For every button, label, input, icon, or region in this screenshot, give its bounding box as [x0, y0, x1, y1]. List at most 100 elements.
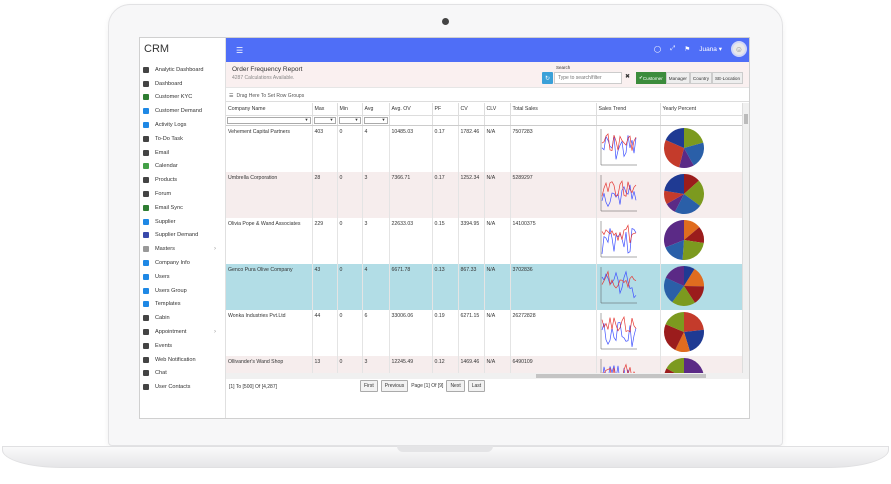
sidebar-item-products[interactable]: Products: [140, 173, 226, 187]
pie-slice: [683, 142, 704, 165]
column-filter-cell: [660, 115, 745, 126]
filter-manager-button[interactable]: Manager: [665, 72, 690, 84]
cell-yearly-percent: [660, 125, 745, 172]
cell-pf: 0.13: [432, 263, 459, 310]
sidebar-item-company-info[interactable]: Company Info: [140, 256, 226, 270]
sidebar-item-email-sync[interactable]: Email Sync: [140, 201, 226, 215]
column-header[interactable]: CLV: [484, 103, 511, 116]
sidebar-item-forum[interactable]: Forum: [140, 187, 226, 201]
last-page-button[interactable]: Last: [467, 380, 486, 392]
avatar[interactable]: ☺: [731, 41, 747, 57]
brand-logo[interactable]: CRM: [144, 43, 170, 55]
filter-country-button[interactable]: Country: [689, 72, 713, 84]
sidebar-item-users-group[interactable]: Users Group: [140, 284, 226, 298]
user-menu[interactable]: Juana ▾: [699, 46, 722, 53]
sidebar-item-calendar[interactable]: Calendar: [140, 160, 226, 174]
pie-slice: [678, 147, 694, 168]
sidebar-item-label: Email: [155, 149, 169, 156]
vertical-scrollbar[interactable]: [742, 103, 749, 373]
column-header[interactable]: Total Sales: [510, 103, 597, 116]
filter-label: Manager: [668, 75, 687, 81]
table-row[interactable]: Olivia Pope & Wand Associates 229 0 3 22633.…: [226, 217, 745, 264]
column-header[interactable]: Avg. OV: [389, 103, 433, 116]
column-filter-cell: [362, 115, 390, 126]
sidebar-item-appointment[interactable]: Appointment ›: [140, 325, 226, 339]
row-group-bar[interactable]: ☰ Drag Here To Set Row Groups: [226, 90, 749, 102]
cell-cv: 867.33: [458, 263, 485, 310]
column-filter-dropdown[interactable]: [363, 116, 388, 124]
horizontal-scrollbar[interactable]: [226, 373, 749, 379]
scroll-thumb[interactable]: [744, 114, 748, 124]
refresh-button[interactable]: ↻: [542, 72, 553, 84]
filter-customer-button[interactable]: ✔ Customer: [636, 72, 666, 84]
sidebar-item-cabin[interactable]: Cabin: [140, 311, 226, 325]
sidebar-item-to-do-task[interactable]: To-Do Task: [140, 132, 226, 146]
menu-icon[interactable]: ☰: [236, 46, 244, 55]
column-header[interactable]: Sales Trend: [596, 103, 661, 116]
sparkline-axis: [600, 174, 637, 211]
sidebar-item-label: Appointment: [155, 329, 187, 336]
sidebar-item-customer-kyc[interactable]: Customer KYC: [140, 91, 226, 105]
column-filter-cell: [432, 115, 459, 126]
sidebar-item-supplier[interactable]: Supplier: [140, 215, 226, 229]
table-row[interactable]: Vehement Capital Partners 403 0 4 10485.03 0.…: [226, 125, 745, 172]
column-filter-dropdown[interactable]: [227, 116, 311, 124]
sidebar-item-activity-logs[interactable]: Activity Logs: [140, 118, 226, 132]
scroll-thumb[interactable]: [536, 374, 706, 378]
yearly-percent-pie: [663, 311, 704, 352]
column-filter-cell: [389, 115, 433, 126]
sidebar-item-email[interactable]: Email: [140, 146, 226, 160]
search-input[interactable]: [554, 72, 622, 84]
column-header[interactable]: Company Name: [226, 103, 313, 116]
clear-search-icon[interactable]: ✖: [625, 74, 631, 80]
sales-trend-sparkline: [600, 220, 637, 257]
chevron-right-icon: ›: [214, 329, 216, 336]
column-header[interactable]: Min: [337, 103, 363, 116]
user-icon: [143, 273, 149, 280]
column-header[interactable]: PF: [432, 103, 459, 116]
sidebar-item-templates[interactable]: Templates: [140, 298, 226, 312]
bell-icon[interactable]: ⚑: [684, 46, 691, 53]
sidebar-item-users[interactable]: Users: [140, 270, 226, 284]
sidebar-item-label: Masters: [155, 246, 175, 253]
pager: First Previous Page [1] Of [9] Next Last: [360, 380, 486, 392]
column-header[interactable]: Avg: [362, 103, 390, 116]
cell-yearly-percent: [660, 171, 745, 218]
column-header[interactable]: CV: [458, 103, 485, 116]
cell-avg: 4: [362, 125, 390, 172]
sidebar-item-label: Activity Logs: [155, 122, 187, 129]
first-page-button[interactable]: First: [360, 380, 378, 392]
sidebar-item-events[interactable]: Events: [140, 339, 226, 353]
column-filter-cell: [596, 115, 661, 126]
sidebar-item-dashboard[interactable]: Dashboard: [140, 77, 226, 91]
appointment-icon: [143, 329, 149, 336]
table-row[interactable]: Umbrella Corporation 28 0 3 7366.71 0.17 1252.…: [226, 171, 745, 218]
column-filter-cell: [337, 115, 363, 126]
sidebar-item-web-notification[interactable]: Web Notification: [140, 353, 226, 367]
chat-icon[interactable]: ◯: [653, 46, 662, 53]
table-row[interactable]: Wonka Industries Pvt.Ltd 44 0 6 33006.06 0.19…: [226, 309, 745, 356]
sidebar-item-label: To-Do Task: [155, 135, 183, 142]
sparkline-series-blue: [601, 184, 636, 207]
sidebar-item-analytic-dashboard[interactable]: Analytic Dashboard: [140, 63, 226, 77]
sidebar-item-customer-demand[interactable]: Customer Demand: [140, 104, 226, 118]
sidebar-item-user-contacts[interactable]: User Contacts: [140, 380, 226, 394]
sidebar-item-masters[interactable]: Masters ›: [140, 242, 226, 256]
filter-se-location-button[interactable]: SE-Location: [712, 72, 744, 84]
sidebar-item-supplier-demand[interactable]: Supplier Demand: [140, 229, 226, 243]
column-header[interactable]: Max: [312, 103, 338, 116]
cell-sales-trend: [596, 217, 661, 264]
fullscreen-icon[interactable]: ⤢: [670, 45, 676, 52]
users-group-icon: [143, 287, 149, 294]
sidebar-item-chat[interactable]: Chat: [140, 367, 226, 381]
next-page-button[interactable]: Next: [446, 380, 465, 392]
previous-page-button[interactable]: Previous: [380, 380, 409, 392]
column-filter-dropdown[interactable]: [338, 116, 361, 124]
pie-slice: [682, 239, 704, 260]
column-filter-dropdown[interactable]: [313, 116, 336, 124]
cell-total: 7507283: [510, 125, 597, 172]
sidebar-item-label: Company Info: [155, 260, 190, 267]
column-header[interactable]: Yearly Percent: [660, 103, 745, 116]
table-row[interactable]: Genco Pura Olive Company 43 0 4 6671.78 0.13 8…: [226, 263, 745, 310]
cell-name: Umbrella Corporation: [226, 171, 313, 218]
